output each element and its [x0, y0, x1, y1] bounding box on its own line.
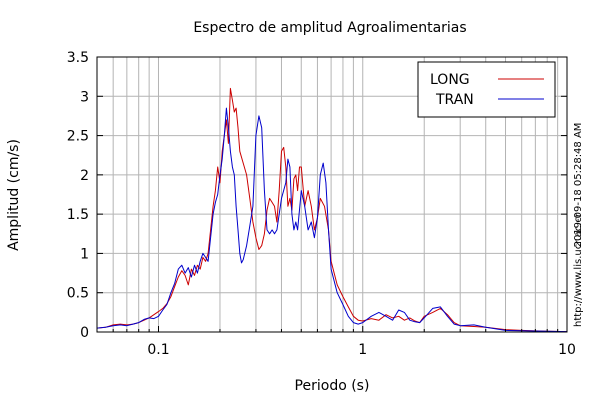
tick-labels: 0 0.5 1 1.5 2 2.5 3 3.5 0.1 1 10: [67, 50, 576, 358]
y-tick-label: 2: [80, 168, 89, 184]
y-axis-label: Amplitud (cm/s): [6, 139, 22, 251]
legend-box: [417, 61, 556, 118]
x-tick-label: 10: [558, 342, 576, 358]
plot-frame: [96, 56, 568, 333]
axis-ticks: [96, 56, 568, 333]
y-tick-label: 2.5: [67, 129, 89, 145]
y-tick-label: 0.5: [67, 286, 89, 302]
series-line-tran: [96, 107, 568, 333]
y-tick-label: 3: [80, 89, 89, 105]
y-tick-label: 3.5: [67, 50, 89, 66]
website-label: http://www.lis.ucr.ac.cr: [573, 212, 584, 327]
legend-label-tran: TRAN: [435, 92, 474, 108]
legend: LONG TRAN: [417, 61, 556, 118]
series-layer: [96, 87, 568, 333]
timestamp-label: 2019-09-18 05:28:48 AM: [573, 123, 584, 248]
x-axis-label: Periodo (s): [295, 378, 370, 394]
y-tick-label: 1: [80, 246, 89, 262]
x-tick-label: 1: [358, 342, 367, 358]
x-tick-label: 0.1: [147, 342, 169, 358]
y-tick-label: 0: [80, 325, 89, 341]
legend-label-long: LONG: [430, 72, 470, 88]
series-line-long: [96, 87, 568, 333]
chart-title: Espectro de amplitud Agroalimentarias: [193, 20, 466, 36]
y-tick-label: 1.5: [67, 207, 89, 223]
